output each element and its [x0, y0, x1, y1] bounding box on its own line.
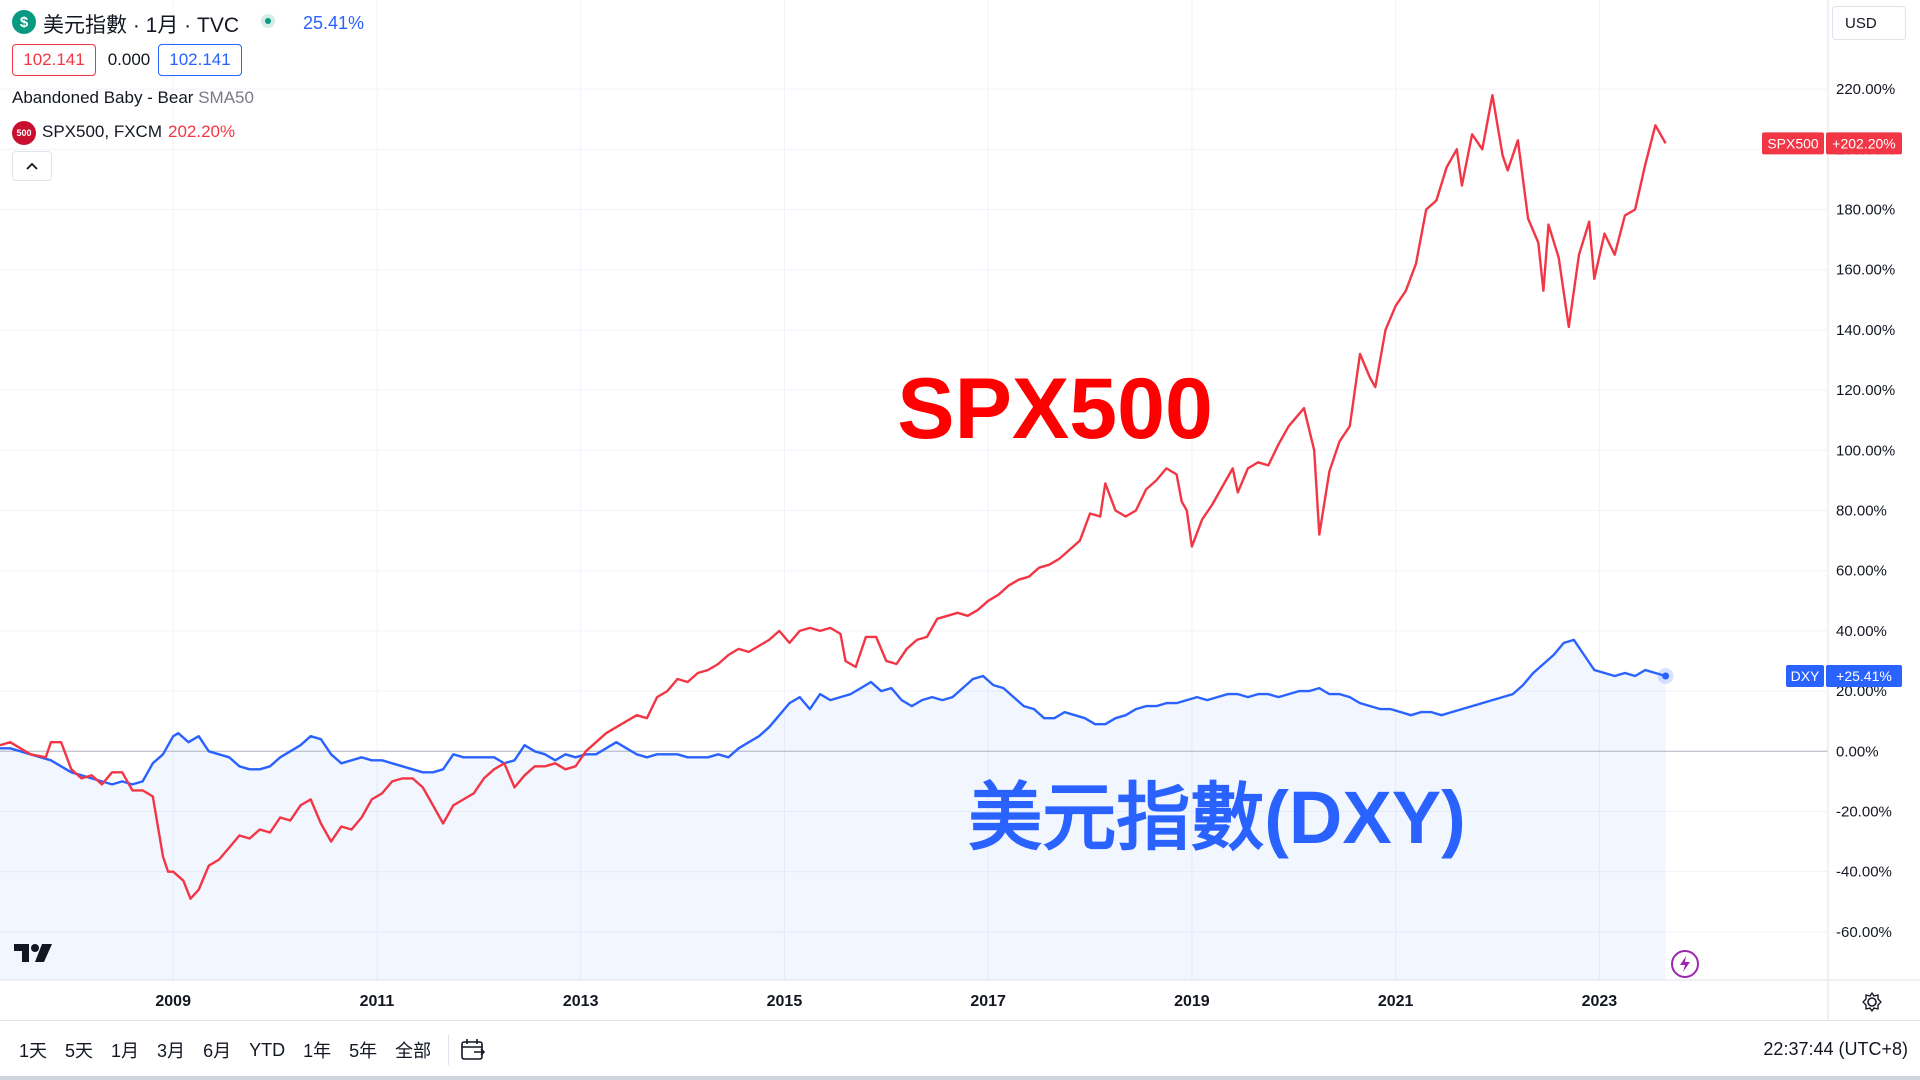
compare-value: 202.20%	[168, 122, 236, 141]
y-tick-label: 120.00%	[1836, 382, 1895, 399]
bottom-strip	[0, 1076, 1920, 1080]
change-percent: 25.41%	[303, 13, 365, 33]
y-tick-label: 160.00%	[1836, 262, 1895, 279]
range-button[interactable]: 全部	[395, 1041, 432, 1061]
spx500-annotation: SPX500	[897, 361, 1213, 457]
compare-label: SPX500, FXCM	[42, 122, 162, 141]
dxy-tag-text: DXY	[1791, 668, 1820, 684]
x-tick-label: 2013	[563, 993, 599, 1010]
y-tick-label: -60.00%	[1836, 924, 1892, 941]
y-tick-label: 0.00%	[1836, 743, 1879, 760]
symbol-title[interactable]: 美元指數 · 1月 · TVC	[43, 14, 240, 37]
y-tick-label: 80.00%	[1836, 502, 1887, 519]
compare-legend[interactable]: SPX500, FXCM 202.20%	[42, 122, 235, 142]
range-button[interactable]: 3月	[157, 1041, 186, 1061]
range-button[interactable]: 6月	[203, 1041, 232, 1061]
chevron-up-icon	[26, 162, 38, 170]
spx-tag-text: SPX500	[1767, 135, 1819, 151]
y-tick-label: 140.00%	[1836, 322, 1895, 339]
range-button[interactable]: 5年	[349, 1041, 378, 1061]
spx-price-label: SPX500 +202.20%	[1762, 132, 1902, 155]
date-range-buttons: 1天 5天 1月 3月 6月 YTD 1年 5年 全部	[10, 1035, 440, 1065]
x-tick-label: 2015	[767, 993, 803, 1010]
collapse-legend-button[interactable]	[12, 151, 52, 181]
calendar-range-icon[interactable]	[458, 1035, 488, 1065]
dxy-price-label: DXY +25.41%	[1786, 665, 1902, 688]
x-tick-label: 2017	[970, 993, 1006, 1010]
dxy-series-line	[0, 638, 1666, 786]
spread-value: 0.000	[107, 50, 151, 69]
x-tick-label: 2023	[1582, 993, 1618, 1010]
y-tick-label: 40.00%	[1836, 623, 1887, 640]
time-scale: 2009 2011 2013 2015 2017 2019 2021 2023	[0, 979, 1920, 1010]
range-button[interactable]: 1年	[303, 1041, 332, 1061]
x-tick-label: 2019	[1174, 993, 1210, 1010]
currency-selector[interactable]: USD	[1832, 6, 1906, 40]
clock-timezone[interactable]: 22:37:44 (UTC+8)	[1763, 1039, 1908, 1059]
y-tick-label: 100.00%	[1836, 442, 1895, 459]
tradingview-logo-icon[interactable]	[14, 940, 56, 971]
gear-icon[interactable]	[1858, 988, 1886, 1016]
comparison-chart[interactable]: 220.00%200.00%180.00%160.00%140.00%120.0…	[0, 0, 1920, 1020]
y-tick-label: 180.00%	[1836, 202, 1895, 219]
y-tick-label: -40.00%	[1836, 864, 1892, 881]
toolbar-divider	[448, 1035, 449, 1065]
x-tick-label: 2021	[1378, 993, 1414, 1010]
y-tick-label: 220.00%	[1836, 81, 1895, 98]
sell-price-box[interactable]: 102.141	[12, 44, 96, 76]
x-tick-label: 2011	[360, 993, 395, 1010]
indicator-legend[interactable]: Abandoned Baby - Bear SMA50	[12, 88, 254, 108]
range-button[interactable]: YTD	[249, 1039, 286, 1060]
market-status-icon[interactable]	[261, 14, 275, 28]
dollar-icon[interactable]: $	[12, 10, 36, 34]
spx-value-text: +202.20%	[1832, 135, 1895, 151]
buy-price-box[interactable]: 102.141	[158, 44, 242, 76]
spx500-symbol-icon: 500	[12, 121, 36, 145]
x-tick-label: 2009	[155, 993, 191, 1010]
indicator-param: SMA50	[198, 88, 254, 107]
y-tick-label: -20.00%	[1836, 803, 1892, 820]
price-scale: 220.00%200.00%180.00%160.00%140.00%120.0…	[1827, 0, 1895, 1020]
y-tick-label: 20.00%	[1836, 683, 1887, 700]
range-button[interactable]: 1天	[19, 1041, 48, 1061]
range-button[interactable]: 1月	[111, 1041, 140, 1061]
range-button[interactable]: 5天	[65, 1041, 94, 1061]
y-tick-label: 60.00%	[1836, 563, 1887, 580]
dxy-area-fill	[0, 639, 1666, 980]
bottom-toolbar: 1天 5天 1月 3月 6月 YTD 1年 5年 全部 22:37:44 (UTC+8)	[0, 1020, 1920, 1078]
dxy-value-text: +25.41%	[1836, 668, 1892, 684]
spx500-series-line	[0, 94, 1667, 900]
lightning-icon[interactable]	[1671, 950, 1699, 978]
dxy-last-point	[1662, 672, 1670, 680]
dxy-annotation: 美元指數(DXY)	[968, 776, 1465, 859]
indicator-name: Abandoned Baby - Bear	[12, 88, 194, 107]
